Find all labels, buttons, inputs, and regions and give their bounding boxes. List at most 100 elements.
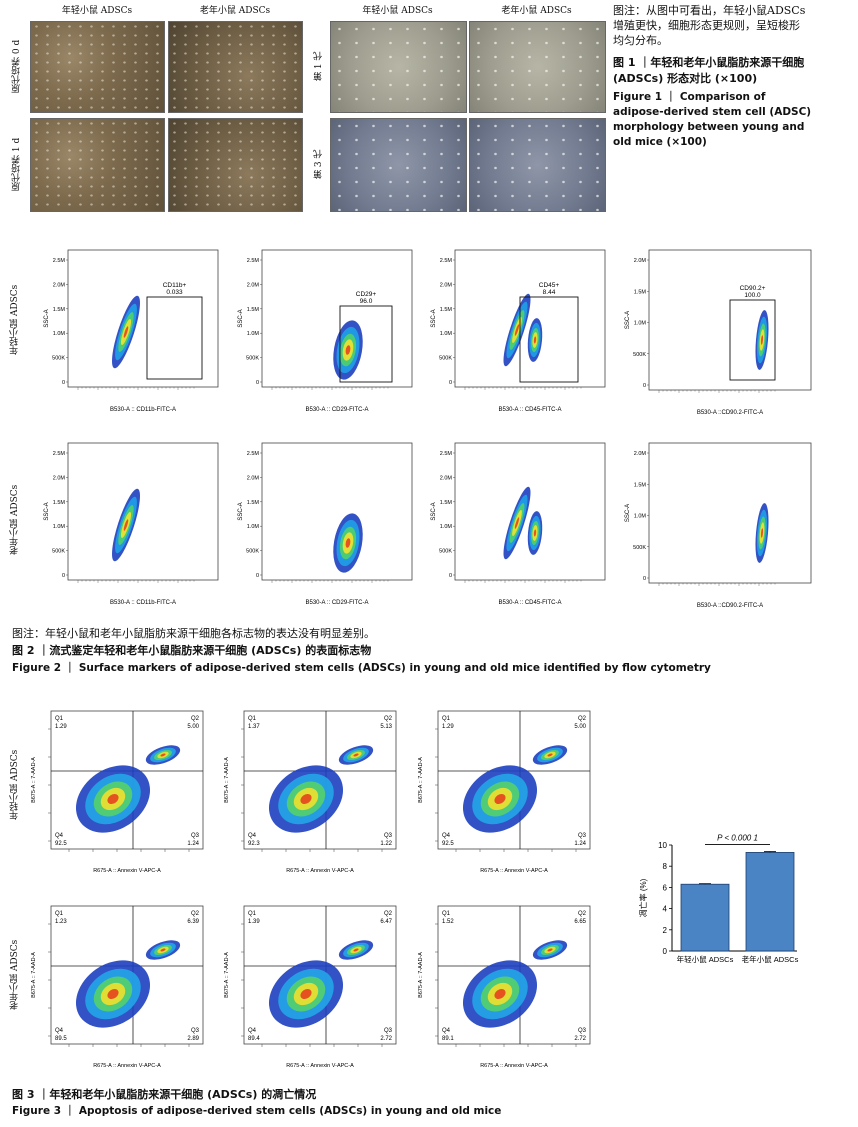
cell-population [338, 940, 374, 960]
quadrant-value: 1.22 [380, 841, 392, 847]
cell-population [532, 745, 568, 765]
cell-population [333, 513, 363, 573]
micrograph-image [168, 21, 303, 113]
quadrant-name: Q1 [55, 716, 64, 722]
y-axis-label: B675-A :: 7-AAD-A [31, 952, 37, 998]
y-tick-label: 1.5M [247, 307, 260, 313]
fig1-col-label: 老年小鼠 ADSCs [199, 6, 271, 16]
y-axis-label: B675-A :: 7-AAD-A [224, 952, 230, 998]
quadrant-name: Q3 [384, 1028, 393, 1034]
quadrant-name: Q1 [442, 911, 451, 917]
quadrant-value: 1.29 [55, 724, 67, 730]
x-axis-label: R675-A :: Annexin V-APC-A [286, 868, 354, 874]
y-tick-label: 0 [62, 573, 65, 579]
y-axis-label: SSC-A [238, 502, 244, 520]
quadrant-name: Q2 [384, 911, 393, 917]
y-tick-label: 8 [663, 862, 668, 871]
y-tick-label: 2.0M [53, 475, 66, 481]
fig1-col-label: 老年小鼠 ADSCs [501, 6, 572, 16]
quadrant-name: Q2 [191, 911, 200, 917]
y-tick-label: 2.5M [247, 451, 260, 457]
fig2-row-label: 年轻小鼠 ADSCs [10, 284, 20, 356]
y-tick-label: 6 [663, 883, 668, 892]
y-tick-label: 1.5M [53, 307, 66, 313]
quadrant-name: Q3 [191, 1028, 200, 1034]
quadrant-value: 92.5 [55, 841, 67, 847]
gate-box [146, 296, 203, 380]
quadrant-value: 6.65 [574, 919, 586, 925]
gate-name: CD90.2+ [740, 285, 766, 292]
quadrant-value: 2.72 [380, 1036, 392, 1042]
fig3-row-label: 老年小鼠 ADSCs [10, 939, 20, 1011]
x-axis-label: R675-A :: Annexin V-APC-A [93, 1063, 161, 1069]
micrograph-image [469, 118, 606, 212]
y-tick-label: 10 [658, 841, 667, 850]
cell-population [112, 488, 140, 562]
y-tick-label: 500K [439, 356, 452, 362]
y-tick-label: 2.0M [247, 282, 260, 288]
fig2-note: 图注：年轻小鼠和老年小鼠脂肪来源干细胞各标志物的表达没有明显差别。 [12, 627, 375, 640]
quadrant-value: 5.13 [380, 724, 392, 730]
x-axis-label: R675-A :: Annexin V-APC-A [480, 1063, 548, 1069]
y-tick-label: 0 [643, 576, 646, 582]
cell-population [268, 960, 344, 1028]
y-tick-label: 0 [62, 380, 65, 386]
cell-population [333, 320, 363, 380]
cell-population [462, 765, 538, 833]
gate-name: CD29+ [356, 291, 377, 298]
fig3-row-label: 年轻小鼠 ADSCs [10, 749, 20, 821]
apoptosis-bar-chart: 0 2 4 6 8 10 凋亡率 (%) 年轻小鼠 ADSCs 老年小鼠 ADSCs P < 0.… [638, 833, 799, 964]
bar [680, 883, 730, 952]
quadrant-value: 2.72 [574, 1036, 586, 1042]
x-axis-label: B530-A :: CD11b-FITC-A [110, 600, 176, 606]
y-axis-label: SSC-A [625, 504, 631, 522]
micrograph-image [469, 21, 606, 113]
micrograph-image [330, 21, 467, 113]
fig1-col-label: 年轻小鼠 ADSCs [362, 6, 433, 16]
y-tick-label: 2.0M [634, 451, 647, 457]
y-axis-label: SSC-A [44, 309, 50, 327]
fig2-title-cn: 图 2 ｜流式鉴定年轻和老年小鼠脂肪来源干细胞 (ADSCs) 的表面标志物 [12, 644, 372, 657]
y-tick-label: 500K [439, 549, 452, 555]
gate-value: 0.033 [166, 289, 183, 296]
y-tick-label: 2.5M [440, 258, 453, 264]
quadrant-value: 1.52 [442, 919, 454, 925]
cell-population [532, 940, 568, 960]
quadrant-value: 5.00 [187, 724, 199, 730]
y-tick-label: 1.0M [634, 514, 647, 520]
x-axis-label: B530-A :: CD45-FITC-A [498, 600, 561, 606]
fig1-row-label: 原代培养 1 d [12, 137, 22, 191]
x-axis-label: B530-A :: CD11b-FITC-A [110, 407, 176, 413]
fig3-title-cn: 图 3 ｜年轻和老年小鼠脂肪来源干细胞 (ADSCs) 的凋亡情况 [12, 1088, 317, 1101]
quadrant-name: Q2 [191, 716, 200, 722]
y-axis-label: SSC-A [431, 309, 437, 327]
cell-population [503, 293, 531, 367]
quadrant-value: 1.24 [574, 841, 586, 847]
fig2-row-label: 老年小鼠 ADSCs [10, 484, 20, 556]
quadrant-name: Q4 [248, 1028, 257, 1034]
y-axis-label: B675-A :: 7-AAD-A [31, 757, 37, 803]
gate-box [339, 305, 393, 383]
p-value-annotation: P < 0.000 1 [717, 833, 758, 842]
y-axis-label: SSC-A [431, 502, 437, 520]
x-axis-label: B530-A :: CD29-FITC-A [305, 407, 368, 413]
gate-value: 96.0 [360, 298, 373, 305]
fig1-row-label: 第 3 代 [314, 149, 324, 179]
y-tick-label: 1.5M [440, 500, 453, 506]
category-label: 年轻小鼠 ADSCs [677, 954, 734, 964]
gate-value: 100.0 [744, 292, 761, 299]
quadrant-name: Q3 [384, 833, 393, 839]
quadrant-name: Q2 [384, 716, 393, 722]
quadrant-name: Q4 [55, 1028, 64, 1034]
quadrant-name: Q4 [442, 833, 451, 839]
cell-population [338, 745, 374, 765]
fig1-title-cn: 图 1 ｜年轻和老年小鼠脂肪来源干细胞 (ADSCs) 形态对比 (×100) [613, 56, 805, 85]
cell-population [503, 486, 531, 560]
